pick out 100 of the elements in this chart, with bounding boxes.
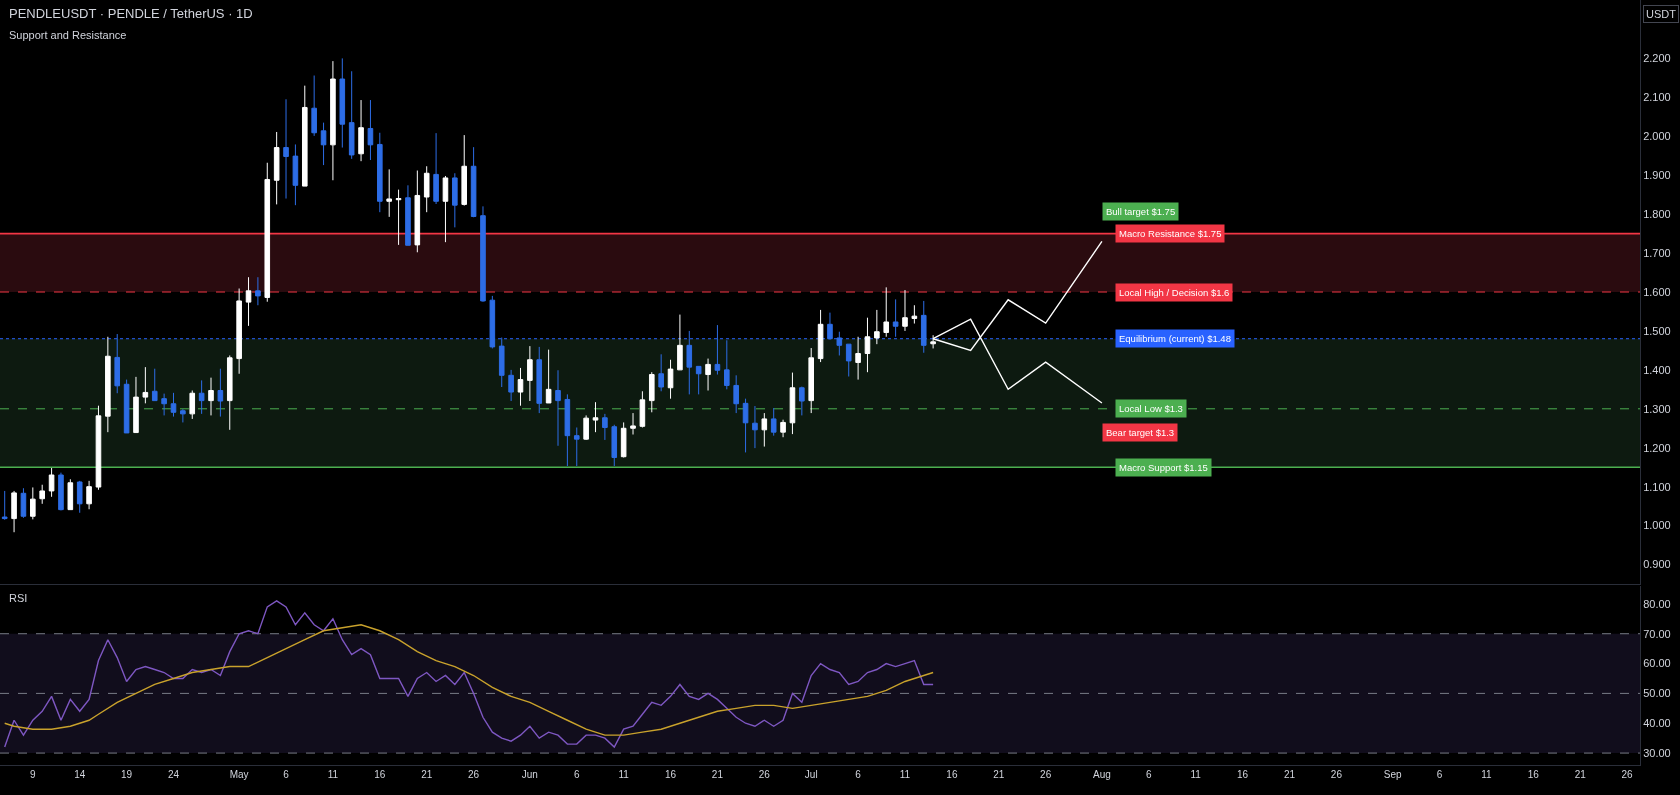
candlestick (161, 393, 167, 416)
ref-line-label: Macro Resistance $1.75 (1119, 228, 1222, 239)
candlestick (677, 314, 683, 371)
candlestick (911, 304, 918, 325)
candlestick (808, 347, 815, 414)
y-tick-label: 1.300 (1643, 402, 1671, 415)
x-tick-label: 6 (1436, 769, 1443, 780)
y-tick-label: 1.900 (1643, 169, 1671, 182)
x-tick-label: 9 (30, 769, 37, 780)
candlestick (658, 353, 664, 392)
ref-line-label: Equilibrium (current) $1.48 (1119, 333, 1231, 344)
candlestick (423, 165, 430, 213)
candlestick (414, 170, 421, 253)
y-tick-label: 2.000 (1643, 130, 1671, 143)
y-tick-label: 2.100 (1643, 91, 1671, 104)
x-tick-label: 6 (1146, 769, 1153, 780)
candlestick (367, 99, 374, 161)
x-tick-label: 24 (167, 769, 180, 780)
y-tick-label: 1.100 (1643, 480, 1671, 493)
candlestick (377, 132, 383, 213)
candlestick (311, 75, 317, 137)
candlestick (508, 369, 514, 402)
x-tick-label: May (229, 769, 249, 780)
x-tick-label: 16 (664, 769, 677, 780)
candlestick (283, 98, 289, 200)
ref-line-label: Local Low $1.3 (1119, 403, 1183, 414)
candlestick (405, 184, 411, 246)
candlestick (301, 85, 308, 187)
candlestick (742, 398, 749, 453)
candlestick (105, 336, 111, 433)
candlestick (226, 354, 233, 431)
candlestick (545, 349, 552, 404)
candlestick (827, 312, 833, 340)
x-tick-label: 11 (1481, 769, 1493, 780)
x-tick-label: 16 (1527, 769, 1540, 780)
x-tick-label: 26 (1621, 769, 1634, 780)
x-tick-label: 26 (1040, 769, 1052, 780)
candlestick (170, 392, 177, 418)
candlestick (733, 374, 739, 414)
line-series (3, 600, 934, 748)
candlestick (452, 172, 458, 228)
candlestick (920, 300, 927, 354)
candlestick (264, 162, 271, 303)
candlestick (386, 168, 392, 218)
y-tick-label: 1.200 (1643, 441, 1671, 454)
ref-line-label: Macro Support $1.15 (1119, 462, 1208, 473)
candlestick (114, 333, 121, 394)
candlestick (836, 331, 843, 356)
x-tick-label: Sep (1383, 769, 1402, 780)
candlestick (208, 377, 214, 416)
candlestick (724, 339, 730, 390)
y-tick-label: 40.00 (1643, 717, 1671, 730)
y-tick-label: 2.200 (1643, 52, 1671, 65)
annotation: Bear target $1.3 (1106, 427, 1175, 438)
ref-line-label: Local High / Decision $1.6 (1119, 287, 1230, 298)
y-tick-label: 1.000 (1643, 519, 1671, 532)
candlestick (133, 376, 139, 434)
line-series (3, 624, 934, 736)
candlestick (583, 414, 589, 441)
x-tick-label: 6 (573, 769, 580, 780)
candlestick (470, 146, 477, 218)
candlestick (480, 205, 486, 303)
x-tick-label: 11 (899, 769, 911, 780)
candlestick (358, 99, 364, 162)
candlestick (527, 345, 533, 402)
candlestick (198, 379, 205, 415)
candlestick (245, 276, 252, 327)
candlestick (95, 405, 102, 491)
x-tick-label: 26 (468, 769, 480, 780)
candlestick (780, 419, 786, 438)
candlestick (151, 368, 158, 402)
candlestick (189, 390, 196, 420)
candlestick (273, 131, 280, 205)
candlestick (11, 490, 17, 533)
x-tick-label: 11 (618, 769, 630, 780)
candlestick (517, 367, 524, 407)
candlestick (573, 426, 580, 467)
x-tick-label: 21 (421, 769, 433, 780)
candlestick (817, 309, 824, 363)
y-tick-label: 30.00 (1643, 746, 1671, 759)
x-tick-label: 21 (1283, 769, 1296, 780)
x-tick-label: 16 (1237, 769, 1249, 780)
candlestick (30, 486, 36, 520)
candlestick (639, 390, 646, 428)
candlestick (433, 132, 439, 205)
x-tick-label: 21 (1574, 769, 1587, 780)
candlestick (864, 317, 871, 373)
y-tick-label: 80.00 (1643, 597, 1671, 610)
y-axis-title: USDT (1646, 8, 1677, 20)
y-tick-label: 0.900 (1643, 558, 1671, 571)
y-tick-label: 60.00 (1643, 657, 1671, 670)
candlestick (489, 295, 496, 349)
candlestick (39, 484, 45, 505)
candlestick (339, 57, 346, 149)
x-tick-label: 21 (993, 769, 1005, 780)
candlestick (892, 298, 899, 338)
x-tick-label: 14 (74, 769, 86, 780)
candlestick (292, 143, 299, 206)
candlestick (705, 358, 711, 391)
candlestick (845, 343, 852, 377)
